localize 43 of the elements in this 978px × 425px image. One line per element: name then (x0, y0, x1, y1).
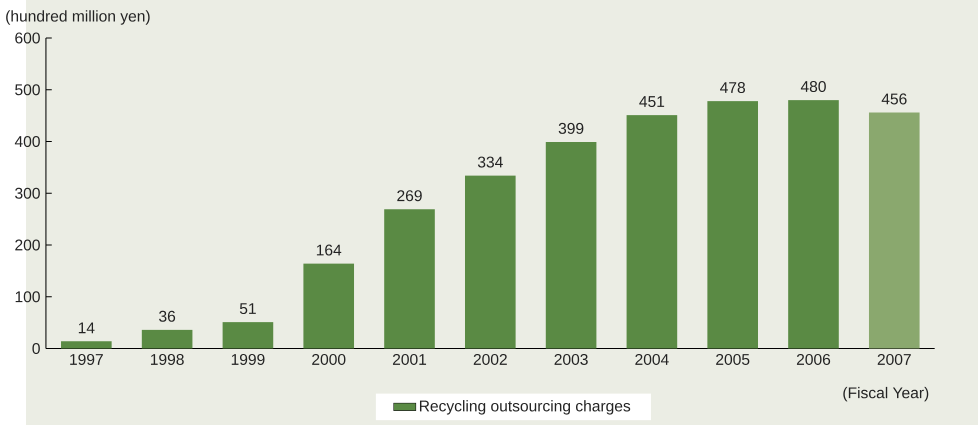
x-tick-label: 1999 (232, 354, 264, 365)
bar (61, 341, 112, 348)
legend-label: Recycling outsourcing charges (420, 400, 630, 414)
x-tick-label: 2001 (392, 354, 426, 365)
bar (384, 209, 435, 348)
bar (707, 100, 758, 348)
bar (464, 175, 516, 348)
x-tick-label: 2007 (878, 354, 911, 365)
y-tick-label: 0 (32, 342, 40, 354)
bar (788, 100, 839, 348)
x-axis-title: (Fiscal Year) (843, 386, 928, 402)
x-tick-label: 2000 (312, 354, 346, 365)
bar (546, 142, 596, 348)
y-axis-title: (hundred million yen) (6, 10, 150, 25)
y-tick-label: 200 (15, 239, 40, 250)
data-label: 51 (240, 303, 256, 314)
x-tick-label: 2003 (554, 354, 588, 365)
data-label: 269 (397, 190, 422, 202)
data-label: 14 (78, 322, 95, 334)
data-label: 480 (800, 80, 826, 92)
bar (222, 322, 274, 348)
x-tick-label: 2005 (716, 354, 750, 365)
bar (142, 330, 192, 348)
y-tick-label: 100 (16, 291, 40, 302)
data-label: 164 (316, 244, 342, 256)
y-tick-label: 500 (15, 84, 40, 96)
x-tick-label: 1997 (70, 354, 103, 365)
x-tick-label: 2002 (474, 354, 507, 365)
y-tick-label: 300 (15, 188, 40, 199)
bar (626, 114, 678, 348)
x-tick-label: 2004 (635, 354, 669, 365)
data-label: 456 (882, 93, 907, 104)
bar (868, 112, 920, 348)
y-tick-label: 400 (14, 136, 40, 147)
data-label: 478 (720, 82, 745, 93)
y-tick-label: 600 (15, 32, 40, 44)
x-tick-label: 2006 (796, 354, 830, 365)
x-tick-label: 1998 (150, 354, 184, 365)
bar (303, 263, 354, 348)
data-label: 399 (558, 122, 584, 134)
data-label: 36 (159, 310, 176, 322)
data-label: 451 (639, 96, 664, 107)
data-label: 334 (478, 156, 503, 168)
